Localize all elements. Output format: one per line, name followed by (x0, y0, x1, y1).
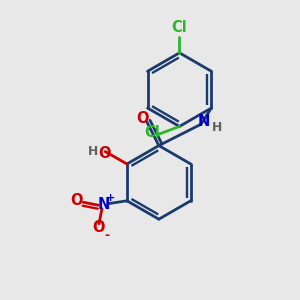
Text: +: + (106, 193, 115, 203)
Text: -: - (105, 229, 110, 242)
Text: O: O (93, 220, 105, 236)
Text: N: N (197, 114, 210, 129)
Text: Cl: Cl (144, 125, 160, 140)
Text: H: H (88, 145, 98, 158)
Text: O: O (136, 112, 149, 127)
Text: Cl: Cl (172, 20, 187, 35)
Text: H: H (212, 121, 222, 134)
Text: O: O (71, 193, 83, 208)
Text: N: N (97, 197, 110, 212)
Text: O: O (98, 146, 111, 160)
